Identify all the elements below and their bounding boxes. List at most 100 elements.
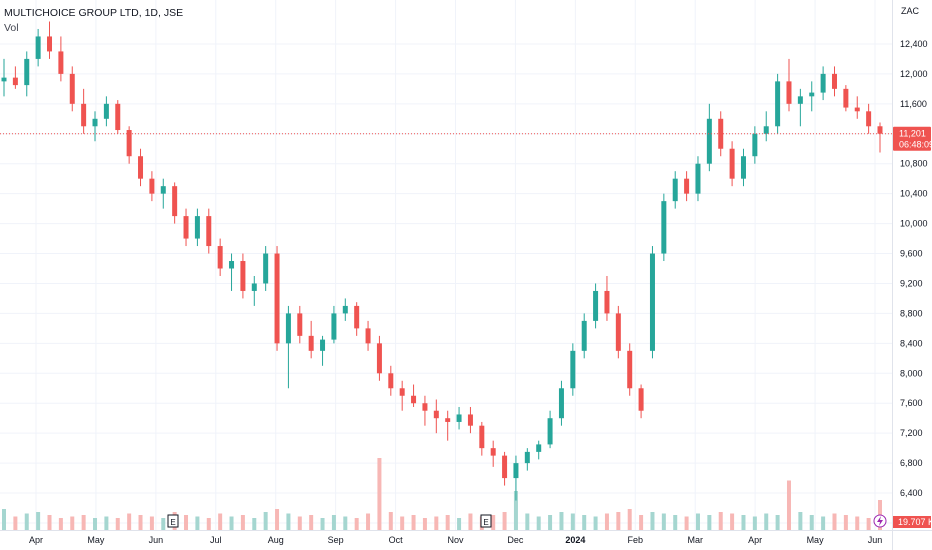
time-tick-label: Jul (210, 535, 222, 545)
time-tick-label: Jun (149, 535, 164, 545)
time-tick-label: Feb (628, 535, 644, 545)
candle-body (558, 388, 564, 419)
volume-bar (809, 515, 814, 530)
currency-label: ZAC (901, 6, 920, 16)
price-tick-label: 8,000 (900, 368, 923, 378)
volume-bar (320, 518, 325, 530)
volume-bar (58, 518, 63, 530)
candle-body (513, 463, 519, 479)
candle-body (35, 36, 41, 59)
volume-bar (695, 513, 700, 530)
candle-body (843, 88, 849, 108)
candle-body (47, 36, 53, 52)
volume-label[interactable]: Vol (4, 22, 19, 34)
volume-bar (730, 513, 735, 530)
candle-body (877, 126, 883, 134)
time-tick-label: 2024 (565, 535, 585, 545)
price-axis-bg (892, 0, 932, 550)
price-candles (1, 21, 883, 501)
candle-body (502, 455, 508, 479)
candle-body (695, 163, 701, 194)
volume-bar (70, 516, 75, 530)
volume-bar (93, 518, 98, 530)
candle-body (706, 118, 712, 164)
volume-bar (47, 515, 52, 530)
candle-body (138, 156, 144, 179)
candle-body (820, 73, 826, 93)
candle-body (206, 216, 212, 247)
price-tick-label: 7,200 (900, 428, 923, 438)
candle-body (320, 339, 326, 351)
candle-body (297, 313, 303, 336)
time-tick-label: Aug (268, 535, 284, 545)
volume-bar (673, 515, 678, 530)
volume-bar (184, 515, 189, 530)
time-tick-label: Oct (389, 535, 404, 545)
volume-bar (127, 513, 132, 530)
price-tick-label: 7,600 (900, 398, 923, 408)
volume-bar (661, 513, 666, 530)
earnings-marker[interactable] (167, 514, 179, 528)
candle-body (422, 403, 428, 411)
candle-body (58, 51, 64, 74)
time-axis[interactable]: Apr May Jun Jul Aug Sep Oct Nov Dec 2024 Feb Mar Apr… (0, 530, 932, 546)
candle-body (274, 253, 280, 344)
candle-body (240, 261, 246, 291)
volume-bar (582, 515, 587, 530)
volume-bar (240, 515, 245, 530)
chart-legend: MULTICHOICE GROUP LTD, 1D, JSE Vol (4, 6, 183, 36)
volume-bar (821, 516, 826, 530)
volume-bar (741, 515, 746, 530)
volume-bar (400, 516, 405, 530)
earnings-marker-label: E (483, 518, 488, 527)
candle-body (172, 186, 178, 217)
volume-bar (775, 515, 780, 530)
volume-bar (616, 512, 621, 530)
volume-bar (764, 513, 769, 530)
lightning-icon-glyph (877, 516, 883, 526)
price-badge-value: 11,201 (899, 129, 926, 139)
candle-body (81, 103, 87, 127)
candle-body (149, 178, 155, 194)
volume-bar (206, 518, 211, 530)
candle-body (684, 178, 690, 194)
volume-bar (650, 512, 655, 530)
volume-bar (434, 516, 439, 530)
time-tick-label: May (87, 535, 105, 545)
time-tick-label: May (807, 535, 825, 545)
price-tick-label: 12,000 (900, 69, 928, 79)
volume-bar (536, 516, 541, 530)
candle-body (365, 328, 371, 344)
volume-bar (866, 518, 871, 530)
candle-body (593, 290, 599, 321)
candle-body (331, 313, 337, 340)
volume-bar (786, 480, 791, 530)
price-tick-label: 8,400 (900, 338, 923, 348)
volume-bar (502, 512, 507, 530)
earnings-marker[interactable] (480, 514, 492, 528)
volume-bar (331, 515, 336, 530)
candle-body (115, 103, 121, 131)
volume-bar (513, 491, 518, 530)
volume-bar (286, 513, 291, 530)
candle-body (740, 156, 746, 179)
volume-bar (343, 516, 348, 530)
price-tick-label: 8,800 (900, 308, 923, 318)
symbol-title[interactable]: MULTICHOICE GROUP LTD, 1D, JSE (4, 7, 184, 19)
volume-bar (843, 515, 848, 530)
volume-bar (377, 458, 382, 530)
volume-bar (491, 515, 496, 530)
volume-bar (593, 516, 598, 530)
volume-bar (627, 509, 632, 530)
price-axis[interactable]: 12,40012,00011,60011,20010,80010,40010,0… (892, 0, 932, 550)
volume-bar (684, 516, 689, 530)
candle-body (92, 118, 98, 127)
volume-bar (718, 512, 723, 530)
volume-bar (218, 513, 223, 530)
candle-body (627, 350, 633, 389)
candle-body (433, 410, 439, 419)
price-tick-label: 6,400 (900, 488, 923, 498)
candle-body (229, 261, 235, 269)
